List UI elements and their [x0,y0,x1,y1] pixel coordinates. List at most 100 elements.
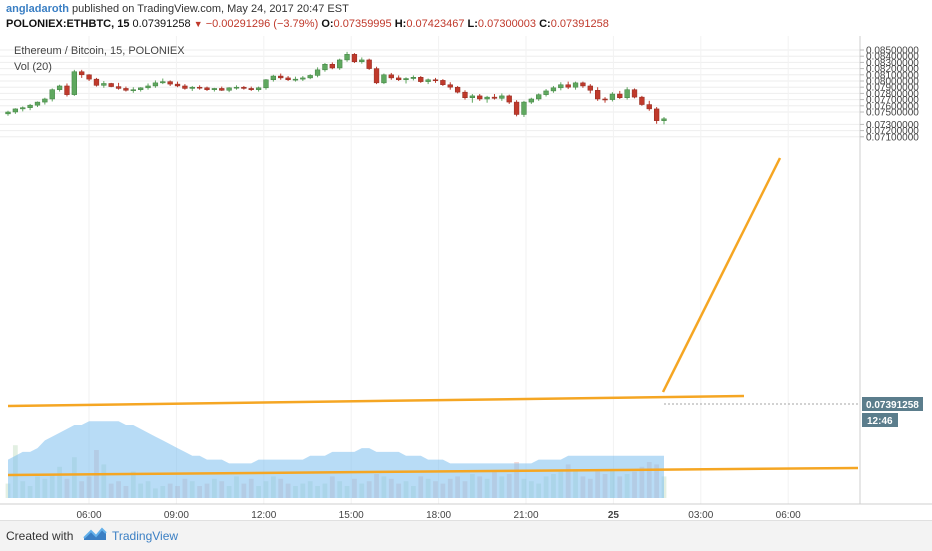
volume-trendline[interactable] [7,466,859,477]
candle-body [624,89,630,98]
y-tick-label: 0.07200000 [866,126,919,137]
x-tick-label: 06:00 [776,510,801,520]
countdown-label: 12:46 [867,416,893,427]
publish-line: angladaroth published on TradingView.com… [6,3,349,15]
candle-body [425,79,431,82]
candle-body [499,95,505,99]
candle-body [27,104,33,108]
candle-body [543,90,549,95]
candle-body [248,88,254,90]
down-triangle-icon: ▼ [193,19,203,29]
candle-body [145,85,151,89]
candle-body [86,74,92,80]
candle-body [263,79,269,89]
candle-body [20,107,26,110]
trendlines[interactable] [7,157,859,477]
candle-body [115,86,122,89]
x-tick-label: 09:00 [164,510,189,520]
countdown-tag [862,413,898,427]
y-tick-label: 0.08100000 [866,70,919,81]
candle-body [64,85,70,95]
candle-body [219,88,225,91]
price-change: −0.00291296 (−3.79%) [205,18,319,30]
candle-body [491,96,498,99]
candle-body [344,54,350,61]
candle-body [484,96,490,100]
candle-body [506,95,512,103]
candle-body [71,71,77,95]
tradingview-brand[interactable]: TradingView [112,529,179,543]
candle-body [447,84,453,88]
candle-body [322,64,328,71]
candle-body [182,85,188,89]
candle-body [255,87,262,90]
candle-body [396,77,402,81]
candle-body [513,101,520,115]
candle-body [292,78,299,81]
time-axis[interactable]: 06:00 09:00 12:00 15:00 18:00 21:00 25 03:00 06:… [76,510,801,520]
candle-body [329,64,335,69]
candle-body [314,69,321,76]
candle-body [351,54,358,63]
high-label: H: [394,18,407,30]
candle-body [160,81,166,84]
candle-body [189,86,195,89]
x-tick-label: 03:00 [688,510,713,520]
projection-trendline[interactable] [661,157,782,393]
candle-body [34,101,41,106]
y-tick-label: 0.08000000 [866,77,919,88]
y-tick-label: 0.07800000 [866,89,919,100]
close-value: 0.07391258 [550,18,609,30]
candle-body [631,89,638,98]
candle-body [278,75,284,79]
candle-body [609,93,616,100]
publish-info: published on TradingView.com, May 24, 20… [72,3,349,15]
candle-body [550,87,557,92]
chart-title: Ethereum / Bitcoin, 15, POLONIEX [14,45,185,57]
created-with-label: Created with [6,529,74,543]
candle-body [440,80,446,85]
candlesticks [5,51,667,125]
candle-body [101,83,107,86]
candle-body [536,94,542,100]
close-label: C: [539,18,551,30]
tradingview-logo-icon[interactable] [82,526,108,544]
open-value: 0.07359995 [333,18,392,30]
candle-body [233,86,240,89]
candle-body [226,87,232,91]
candle-body [528,98,534,103]
volume-ma [8,421,664,498]
candle-body [477,95,483,100]
candle-body [337,59,343,69]
x-tick-label: 12:00 [251,510,276,520]
x-tick-label: 21:00 [513,510,538,520]
candle-body [167,81,173,85]
y-tick-label: 0.08500000 [866,46,919,57]
candle-body [462,91,468,98]
price-chart[interactable]: Ethereum / Bitcoin, 15, POLONIEX Vol (20… [0,36,932,520]
candle-body [300,77,306,80]
candle-body [373,68,380,84]
price-axis[interactable]: 0.085000000.084000000.083000000.08200000… [860,46,919,144]
low-value: 0.07300003 [477,18,537,30]
candle-body [12,108,19,113]
x-tick-label: 18:00 [426,510,451,520]
candle-body [138,87,144,90]
candle-body [130,89,136,91]
support-trendline[interactable] [7,394,745,408]
candle-body [204,87,210,90]
candle-body [270,75,276,81]
candle-body [79,71,85,76]
high-value: 0.07423467 [406,18,465,30]
candle-body [521,101,527,115]
header: angladaroth published on TradingView.com… [0,0,932,36]
candle-body [646,104,652,110]
x-tick-label: 06:00 [76,510,101,520]
y-tick-label: 0.08300000 [866,58,919,69]
candle-body [285,77,291,81]
last-price: 0.07391258 [132,18,191,30]
candle-body [454,86,461,93]
author-link[interactable]: angladaroth [6,3,69,15]
candle-body [639,96,645,105]
y-tick-label: 0.07900000 [866,83,919,94]
